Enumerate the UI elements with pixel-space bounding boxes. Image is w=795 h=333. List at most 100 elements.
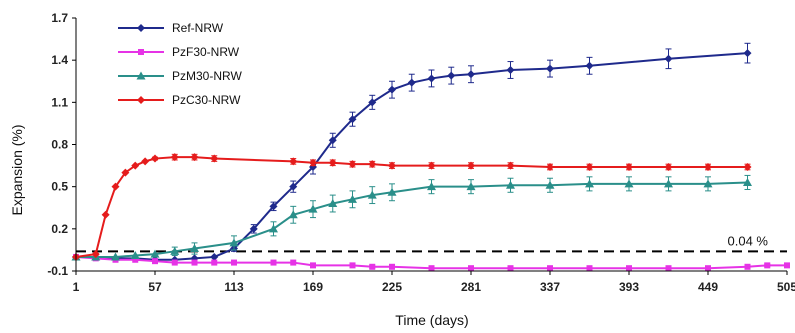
x-tick-label: 57 [148, 280, 162, 294]
y-tick-label: 1.1 [51, 95, 68, 109]
series-line [75, 255, 787, 270]
data-point [308, 204, 318, 213]
data-point [547, 265, 553, 272]
data-point [368, 98, 377, 107]
data-point [389, 263, 395, 270]
legend: Ref-NRW PzF30-NRW PzM30-NRW PzC30-NRW [118, 21, 242, 107]
data-point [367, 190, 377, 199]
data-point [152, 258, 158, 265]
series-pzm30-nrw [71, 174, 752, 261]
data-point [132, 256, 139, 263]
data-point [467, 161, 475, 170]
threshold-label: 0.04 % [728, 233, 769, 248]
axes: 1.7 1.4 1.1 0.8 0.5 0.2 -0.1 1 57 113 169 225 281 337… [47, 11, 795, 294]
data-point [427, 161, 436, 170]
data-point [229, 238, 239, 247]
data-point [270, 259, 277, 266]
legend-swatch-marker [137, 24, 145, 32]
data-point [625, 162, 633, 171]
data-point [585, 162, 594, 171]
y-tick-label: -0.1 [47, 264, 68, 278]
data-point [387, 187, 397, 196]
data-point [131, 161, 140, 170]
data-point [150, 249, 160, 258]
data-point [468, 265, 474, 272]
data-point [269, 224, 278, 233]
y-axis-title: Expansion (%) [9, 124, 25, 215]
data-point [427, 182, 436, 191]
data-point [545, 180, 555, 189]
x-tick-label: 505 [777, 280, 795, 294]
data-point [388, 85, 396, 94]
data-point [210, 252, 219, 261]
legend-swatch-marker [137, 96, 145, 104]
data-point [111, 252, 120, 261]
data-point [585, 179, 594, 188]
data-point [743, 162, 752, 171]
data-point [309, 162, 317, 171]
data-point [784, 262, 790, 269]
y-tick-label: 1.4 [51, 53, 68, 67]
data-point [288, 210, 298, 219]
data-point [348, 160, 357, 169]
data-point [626, 265, 632, 272]
data-point [447, 71, 456, 80]
data-point [743, 177, 752, 186]
legend-label: PzM30-NRW [172, 69, 242, 83]
x-tick-label: 225 [382, 280, 402, 294]
x-tick-label: 449 [698, 280, 718, 294]
data-point [328, 136, 337, 145]
data-point [91, 250, 100, 259]
legend-item: PzM30-NRW [118, 69, 242, 83]
x-tick-label: 1 [73, 280, 80, 294]
data-point [211, 259, 218, 266]
legend-item: Ref-NRW [118, 21, 224, 35]
data-point [427, 74, 436, 83]
y-tick-label: 1.7 [51, 11, 68, 25]
data-point [231, 259, 237, 266]
data-point [170, 246, 180, 255]
data-point [507, 265, 514, 272]
series-line [76, 181, 748, 258]
data-point [743, 49, 752, 58]
data-point [665, 265, 672, 272]
legend-label: Ref-NRW [172, 21, 224, 35]
data-point [546, 162, 554, 171]
data-point [705, 265, 711, 272]
data-point [328, 158, 337, 167]
data-point [428, 265, 435, 272]
data-point [121, 168, 130, 177]
data-point [703, 179, 713, 188]
data-point [289, 182, 298, 191]
data-point [269, 202, 278, 211]
data-point [210, 154, 219, 163]
data-point [309, 158, 317, 167]
x-tick-label: 281 [461, 280, 481, 294]
data-point [407, 78, 416, 87]
data-point [585, 61, 594, 70]
data-point [141, 157, 150, 166]
x-tick-label: 113 [224, 280, 244, 294]
data-point [249, 224, 258, 233]
series-pzc30-nrw [72, 153, 752, 261]
y-tick-label: 0.2 [51, 222, 68, 236]
data-point [369, 263, 376, 270]
data-point [506, 161, 515, 170]
data-point [290, 259, 297, 266]
data-point [388, 161, 396, 170]
data-point [466, 182, 476, 191]
data-point [664, 162, 673, 171]
data-point [704, 162, 712, 171]
plot-area [71, 42, 790, 272]
data-point [348, 115, 357, 124]
x-tick-label: 393 [619, 280, 639, 294]
data-point [101, 210, 110, 219]
y-tick-label: 0.8 [51, 138, 68, 152]
x-tick-label: 337 [540, 280, 560, 294]
data-point [190, 153, 199, 162]
legend-item: PzC30-NRW [118, 93, 241, 107]
x-axis-title: Time (days) [395, 312, 468, 328]
data-point [764, 262, 771, 269]
threshold-line: 0.04 % [76, 233, 787, 253]
